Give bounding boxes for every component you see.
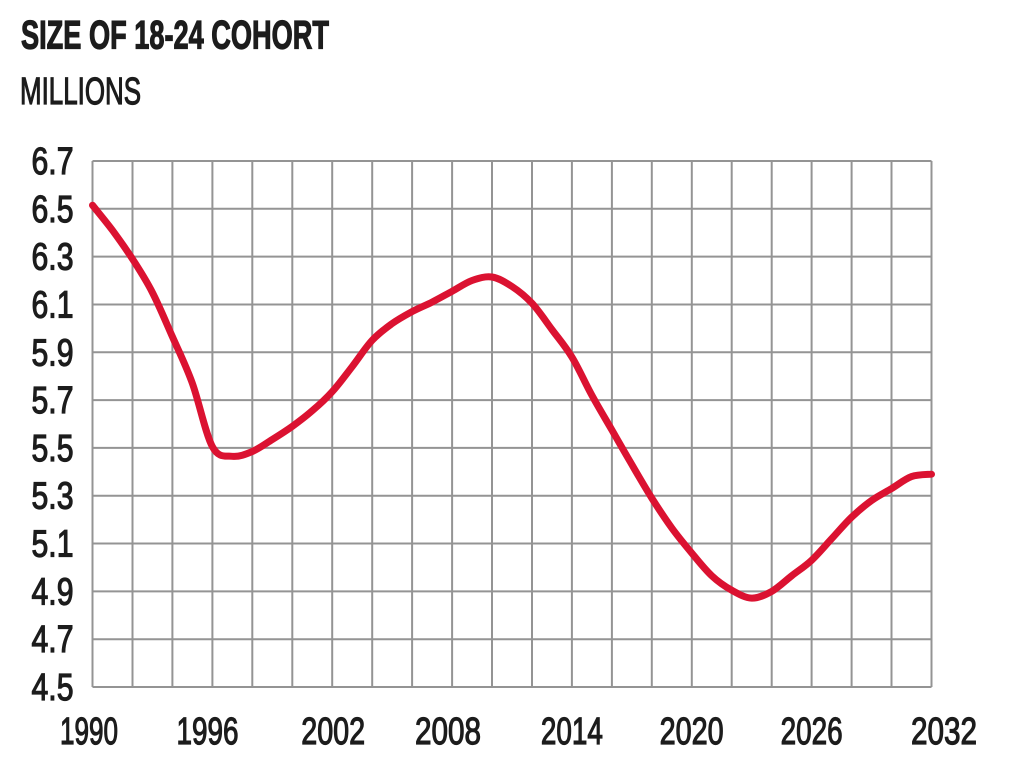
svg-text:2002: 2002: [301, 711, 365, 753]
svg-text:MILLIONS: MILLIONS: [20, 71, 141, 113]
svg-text:5.7: 5.7: [32, 380, 74, 422]
svg-text:4.9: 4.9: [32, 571, 74, 613]
svg-text:2026: 2026: [781, 711, 843, 753]
svg-text:1990: 1990: [60, 711, 118, 753]
svg-text:5.3: 5.3: [32, 476, 74, 518]
svg-text:6.3: 6.3: [32, 237, 74, 279]
svg-text:2020: 2020: [660, 711, 724, 753]
svg-text:5.1: 5.1: [32, 524, 74, 566]
svg-text:2008: 2008: [415, 711, 481, 753]
svg-text:2032: 2032: [911, 711, 977, 753]
svg-text:6.5: 6.5: [32, 189, 74, 231]
svg-text:6.7: 6.7: [32, 141, 74, 183]
svg-text:4.5: 4.5: [32, 667, 74, 709]
svg-text:5.9: 5.9: [32, 332, 74, 374]
svg-text:SIZE OF 18-24 COHORT: SIZE OF 18-24 COHORT: [21, 14, 329, 58]
svg-text:5.5: 5.5: [32, 428, 74, 470]
svg-text:4.7: 4.7: [32, 619, 74, 661]
svg-text:1996: 1996: [177, 711, 239, 753]
svg-text:6.1: 6.1: [32, 285, 74, 327]
svg-text:2014: 2014: [541, 711, 603, 753]
